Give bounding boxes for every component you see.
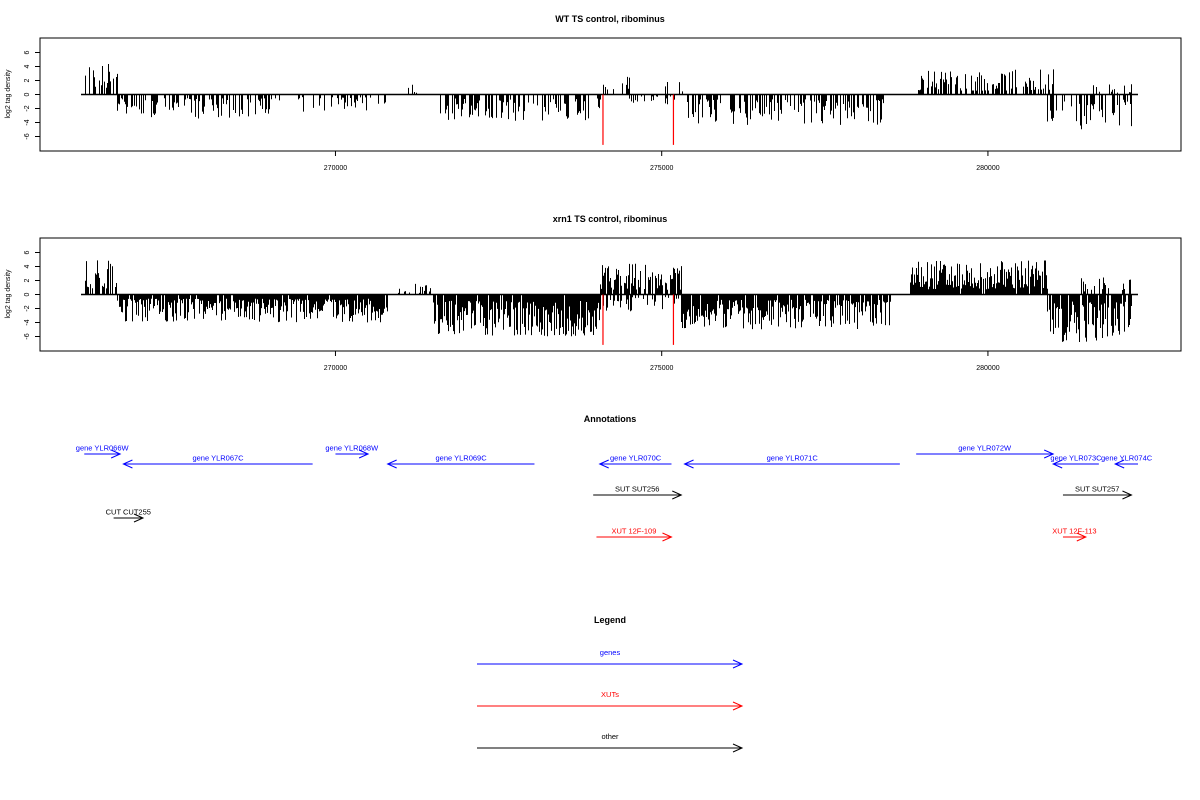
legend-arrow: [477, 659, 744, 669]
legend-label: XUTs: [601, 690, 619, 699]
xrn1-y-axis-label: log2 tag density: [5, 269, 12, 319]
wt-y-axis-label: log2 tag density: [5, 69, 12, 119]
legend-title: Legend: [594, 615, 626, 625]
y-tick-label: -4: [24, 119, 31, 125]
y-tick-label: -4: [24, 319, 31, 325]
annotation-arrow: [122, 459, 313, 469]
xrn1-x-axis: 270000 275000 280000: [324, 351, 1000, 372]
x-tick-label: 275000: [650, 165, 673, 172]
y-tick-label: -2: [24, 105, 31, 111]
annotation-label: SUT SUT257: [1075, 485, 1119, 494]
y-tick-label: 4: [24, 64, 31, 68]
annotations-title: Annotations: [584, 414, 637, 424]
annotation-arrow: [335, 449, 370, 459]
annotation-label: gene YLR067C: [192, 454, 244, 463]
y-tick-label: 2: [24, 78, 31, 82]
legend-label: genes: [600, 648, 621, 657]
annotation-label: gene YLR073C: [1050, 454, 1102, 463]
annotation-arrow: [1062, 532, 1088, 542]
x-tick-label: 280000: [976, 365, 999, 372]
xrn1-y-axis: -6 -4 -2 0 2 4 6: [24, 250, 41, 340]
annotation-label: gene YLR071C: [767, 454, 819, 463]
y-tick-label: 6: [24, 250, 31, 254]
y-tick-label: 4: [24, 264, 31, 268]
annotation-arrow: [916, 449, 1055, 459]
annotation-arrow: [596, 532, 673, 542]
y-tick-label: -2: [24, 305, 31, 311]
x-tick-label: 270000: [324, 165, 347, 172]
y-tick-label: -6: [24, 333, 31, 339]
legend-items: genes XUTs other: [477, 648, 744, 753]
xrn1-panel: xrn1 TS control, ribominus log2 tag dens…: [5, 214, 1182, 372]
annotation-label: gene YLR066W: [76, 444, 130, 453]
annotation-label: CUT CUT255: [106, 508, 151, 517]
wt-panel-title: WT TS control, ribominus: [555, 14, 665, 24]
annotation-label: XUT 12F-109: [612, 527, 657, 536]
wt-markers: [602, 94, 675, 145]
annotation-label: gene YLR070C: [610, 454, 662, 463]
annotation-label: SUT SUT256: [615, 485, 659, 494]
annotation-label: XUT 12F-113: [1052, 527, 1096, 536]
annotation-arrow: [1062, 490, 1133, 500]
legend: Legend genes XUTs other: [477, 615, 744, 753]
legend-arrow: [477, 701, 744, 711]
y-tick-label: 0: [24, 92, 31, 96]
xrn1-bars: [81, 260, 1138, 342]
y-tick-label: -6: [24, 133, 31, 139]
legend-label: other: [601, 732, 619, 741]
annotation-arrow: [598, 459, 672, 469]
annotation-arrow: [113, 513, 145, 523]
y-tick-label: 6: [24, 50, 31, 54]
annotation-label: gene YLR069C: [435, 454, 487, 463]
annotation-arrow: [683, 459, 900, 469]
wt-y-axis: -6 -4 -2 0 2 4 6: [24, 50, 41, 140]
wt-panel: WT TS control, ribominus log2 tag densit…: [5, 14, 1182, 172]
annotation-arrow: [1113, 459, 1138, 469]
wt-x-axis: 270000 275000 280000: [324, 151, 1000, 172]
xrn1-markers: [602, 294, 675, 345]
y-tick-label: 2: [24, 278, 31, 282]
y-tick-label: 0: [24, 292, 31, 296]
annotation-arrow: [1051, 459, 1099, 469]
x-tick-label: 275000: [650, 365, 673, 372]
annotation-items: gene YLR066W gene YLR067C gene YLR068W gene…: [76, 444, 1153, 542]
annotation-arrow: [386, 459, 535, 469]
x-tick-label: 280000: [976, 165, 999, 172]
annotation-label: gene YLR068W: [325, 444, 379, 453]
annotation-arrow: [593, 490, 683, 500]
legend-arrow: [477, 743, 744, 753]
annotation-arrow: [84, 449, 122, 459]
xrn1-panel-title: xrn1 TS control, ribominus: [553, 214, 668, 224]
annotation-label: gene YLR072W: [958, 444, 1012, 453]
annotation-label: gene YLR074C: [1101, 454, 1153, 463]
wt-bars: [81, 64, 1138, 130]
x-tick-label: 270000: [324, 365, 347, 372]
